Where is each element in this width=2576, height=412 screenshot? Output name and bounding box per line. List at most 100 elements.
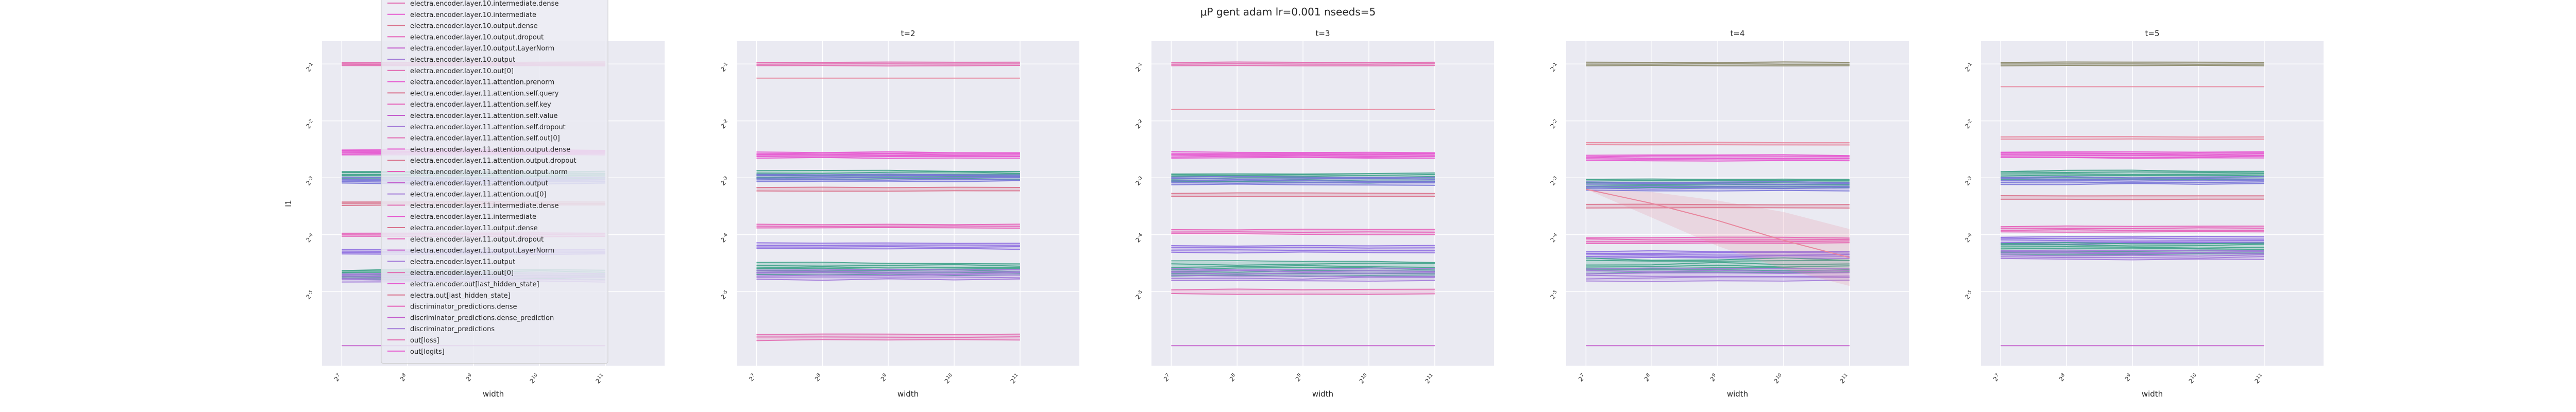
y-tick-label: 2-3 bbox=[1134, 176, 1145, 187]
legend-label: electra.encoder.layer.11.intermediate.de… bbox=[410, 202, 558, 210]
series-group bbox=[2001, 136, 2264, 140]
series-line bbox=[2001, 156, 2264, 158]
series-group bbox=[1586, 257, 1850, 274]
series-band bbox=[1171, 245, 1435, 253]
series-line bbox=[756, 272, 1020, 275]
series-group bbox=[2001, 225, 2264, 233]
series-group bbox=[1586, 181, 1850, 192]
series-group bbox=[2001, 61, 2264, 66]
x-axis-label: width bbox=[897, 389, 919, 399]
series-line bbox=[2001, 237, 2264, 240]
series-line bbox=[1171, 178, 1435, 180]
series-line bbox=[756, 264, 1020, 267]
series-line bbox=[1586, 262, 1850, 266]
legend-item: electra.encoder.layer.11.attention.preno… bbox=[387, 79, 554, 87]
series-line bbox=[756, 177, 1020, 179]
legend-item: electra.encoder.layer.11.output bbox=[387, 258, 515, 266]
series-line bbox=[2001, 250, 2264, 253]
series-group bbox=[1171, 228, 1435, 235]
series-line bbox=[1171, 172, 1435, 175]
series-line bbox=[1171, 183, 1435, 186]
series-group bbox=[756, 151, 1020, 159]
legend-label: electra.encoder.layer.11.attention.preno… bbox=[410, 79, 554, 87]
divergent-line bbox=[1586, 188, 1850, 258]
series-line bbox=[2001, 178, 2264, 180]
series-line bbox=[1586, 280, 1850, 282]
panel-4: 2-1 2-2 2-3 2-4 2-5 27 28 29 210 211 t=4 width bbox=[1549, 29, 1909, 399]
series-line bbox=[1171, 249, 1435, 251]
legend-item: electra.encoder.layer.11.intermediate.de… bbox=[387, 202, 558, 210]
series-line bbox=[1171, 228, 1435, 231]
panel-background bbox=[1566, 41, 1909, 366]
series-line bbox=[756, 268, 1020, 271]
y-tick-label: 2-4 bbox=[1134, 232, 1146, 244]
x-tick-label: 27 bbox=[332, 373, 343, 383]
series-line bbox=[1586, 185, 1850, 187]
series-line bbox=[1171, 233, 1435, 235]
series-line bbox=[2001, 138, 2264, 140]
y-tick-label: 2-3 bbox=[304, 176, 316, 187]
series-line bbox=[1171, 65, 1435, 66]
series-line bbox=[1586, 257, 1850, 261]
panel-title: t=3 bbox=[1316, 29, 1330, 38]
legend-item: electra.encoder.layer.11.attention.self.… bbox=[387, 90, 559, 97]
panel-background bbox=[1981, 41, 2324, 366]
panel-title: t=4 bbox=[1731, 29, 1745, 38]
x-tick-label: 211 bbox=[1423, 373, 1436, 385]
legend-item: out[loss] bbox=[387, 337, 439, 345]
series-line bbox=[1171, 154, 1435, 157]
legend-label: electra.encoder.layer.10.output.dropout bbox=[410, 33, 544, 41]
series-line bbox=[1586, 260, 1850, 262]
panels: 2-1 2-2 2-3 2-4 2-5 27 28 29 210 211 width l1 2-1 2-2… bbox=[284, 29, 2324, 399]
legend-label: electra.encoder.layer.11.output bbox=[410, 258, 515, 266]
y-tick-label: 2-4 bbox=[1549, 232, 1561, 244]
x-tick-label: 210 bbox=[1772, 372, 1785, 385]
panel-2: 2-1 2-2 2-3 2-4 2-5 27 28 29 210 211 t=2 width bbox=[719, 29, 1079, 399]
series-line bbox=[1586, 142, 1850, 144]
series-line bbox=[2001, 136, 2264, 138]
legend-item: electra.encoder.layer.10.intermediate.de… bbox=[387, 0, 558, 8]
y-tick-label: 2-1 bbox=[1963, 62, 1975, 73]
x-tick-label: 27 bbox=[747, 373, 757, 383]
legend-box bbox=[381, 0, 608, 364]
series-line bbox=[756, 61, 1020, 63]
x-tick-label: 210 bbox=[943, 372, 955, 385]
series-group bbox=[1586, 236, 1850, 244]
series-group bbox=[756, 224, 1020, 229]
series-line bbox=[2001, 179, 2264, 182]
x-axis-label: width bbox=[2142, 389, 2163, 399]
series-line bbox=[756, 65, 1020, 67]
y-tick-label: 2-1 bbox=[1549, 62, 1560, 73]
series-group bbox=[1586, 250, 1850, 259]
series-line bbox=[1586, 178, 1850, 180]
series-line bbox=[1171, 157, 1435, 159]
x-tick-label: 211 bbox=[594, 373, 606, 385]
legend-label: electra.encoder.layer.11.attention.out[0… bbox=[410, 191, 547, 199]
series-line bbox=[1586, 238, 1850, 241]
legend-label: electra.encoder.layer.10.output.dense bbox=[410, 23, 538, 30]
legend-label: electra.encoder.layer.10.out[0] bbox=[410, 67, 514, 75]
series-line bbox=[756, 180, 1020, 182]
y-tick-label: 2-5 bbox=[719, 289, 731, 301]
series-line bbox=[1586, 203, 1850, 205]
series-line bbox=[2001, 173, 2264, 175]
series-line bbox=[756, 333, 1020, 335]
series-line bbox=[1171, 293, 1435, 295]
series-line bbox=[1171, 174, 1435, 176]
series-line bbox=[756, 186, 1020, 188]
x-tick-label: 29 bbox=[464, 372, 474, 383]
series-line bbox=[1171, 267, 1435, 271]
y-tick-label: 2-3 bbox=[1549, 176, 1560, 187]
series-line bbox=[1586, 251, 1850, 254]
legend-label: discriminator_predictions.dense_predicti… bbox=[410, 314, 554, 322]
legend-label: electra.encoder.layer.11.attention.self.… bbox=[410, 124, 566, 131]
series-line bbox=[756, 270, 1020, 273]
legend-item: electra.encoder.layer.11.attention.out[0… bbox=[387, 191, 547, 199]
series-line bbox=[2001, 153, 2264, 156]
series-group bbox=[1171, 176, 1435, 186]
series-line bbox=[1171, 260, 1435, 263]
series-line bbox=[1586, 256, 1850, 259]
series-line bbox=[756, 151, 1020, 153]
legend-item: electra.encoder.layer.11.out[0] bbox=[387, 269, 514, 277]
